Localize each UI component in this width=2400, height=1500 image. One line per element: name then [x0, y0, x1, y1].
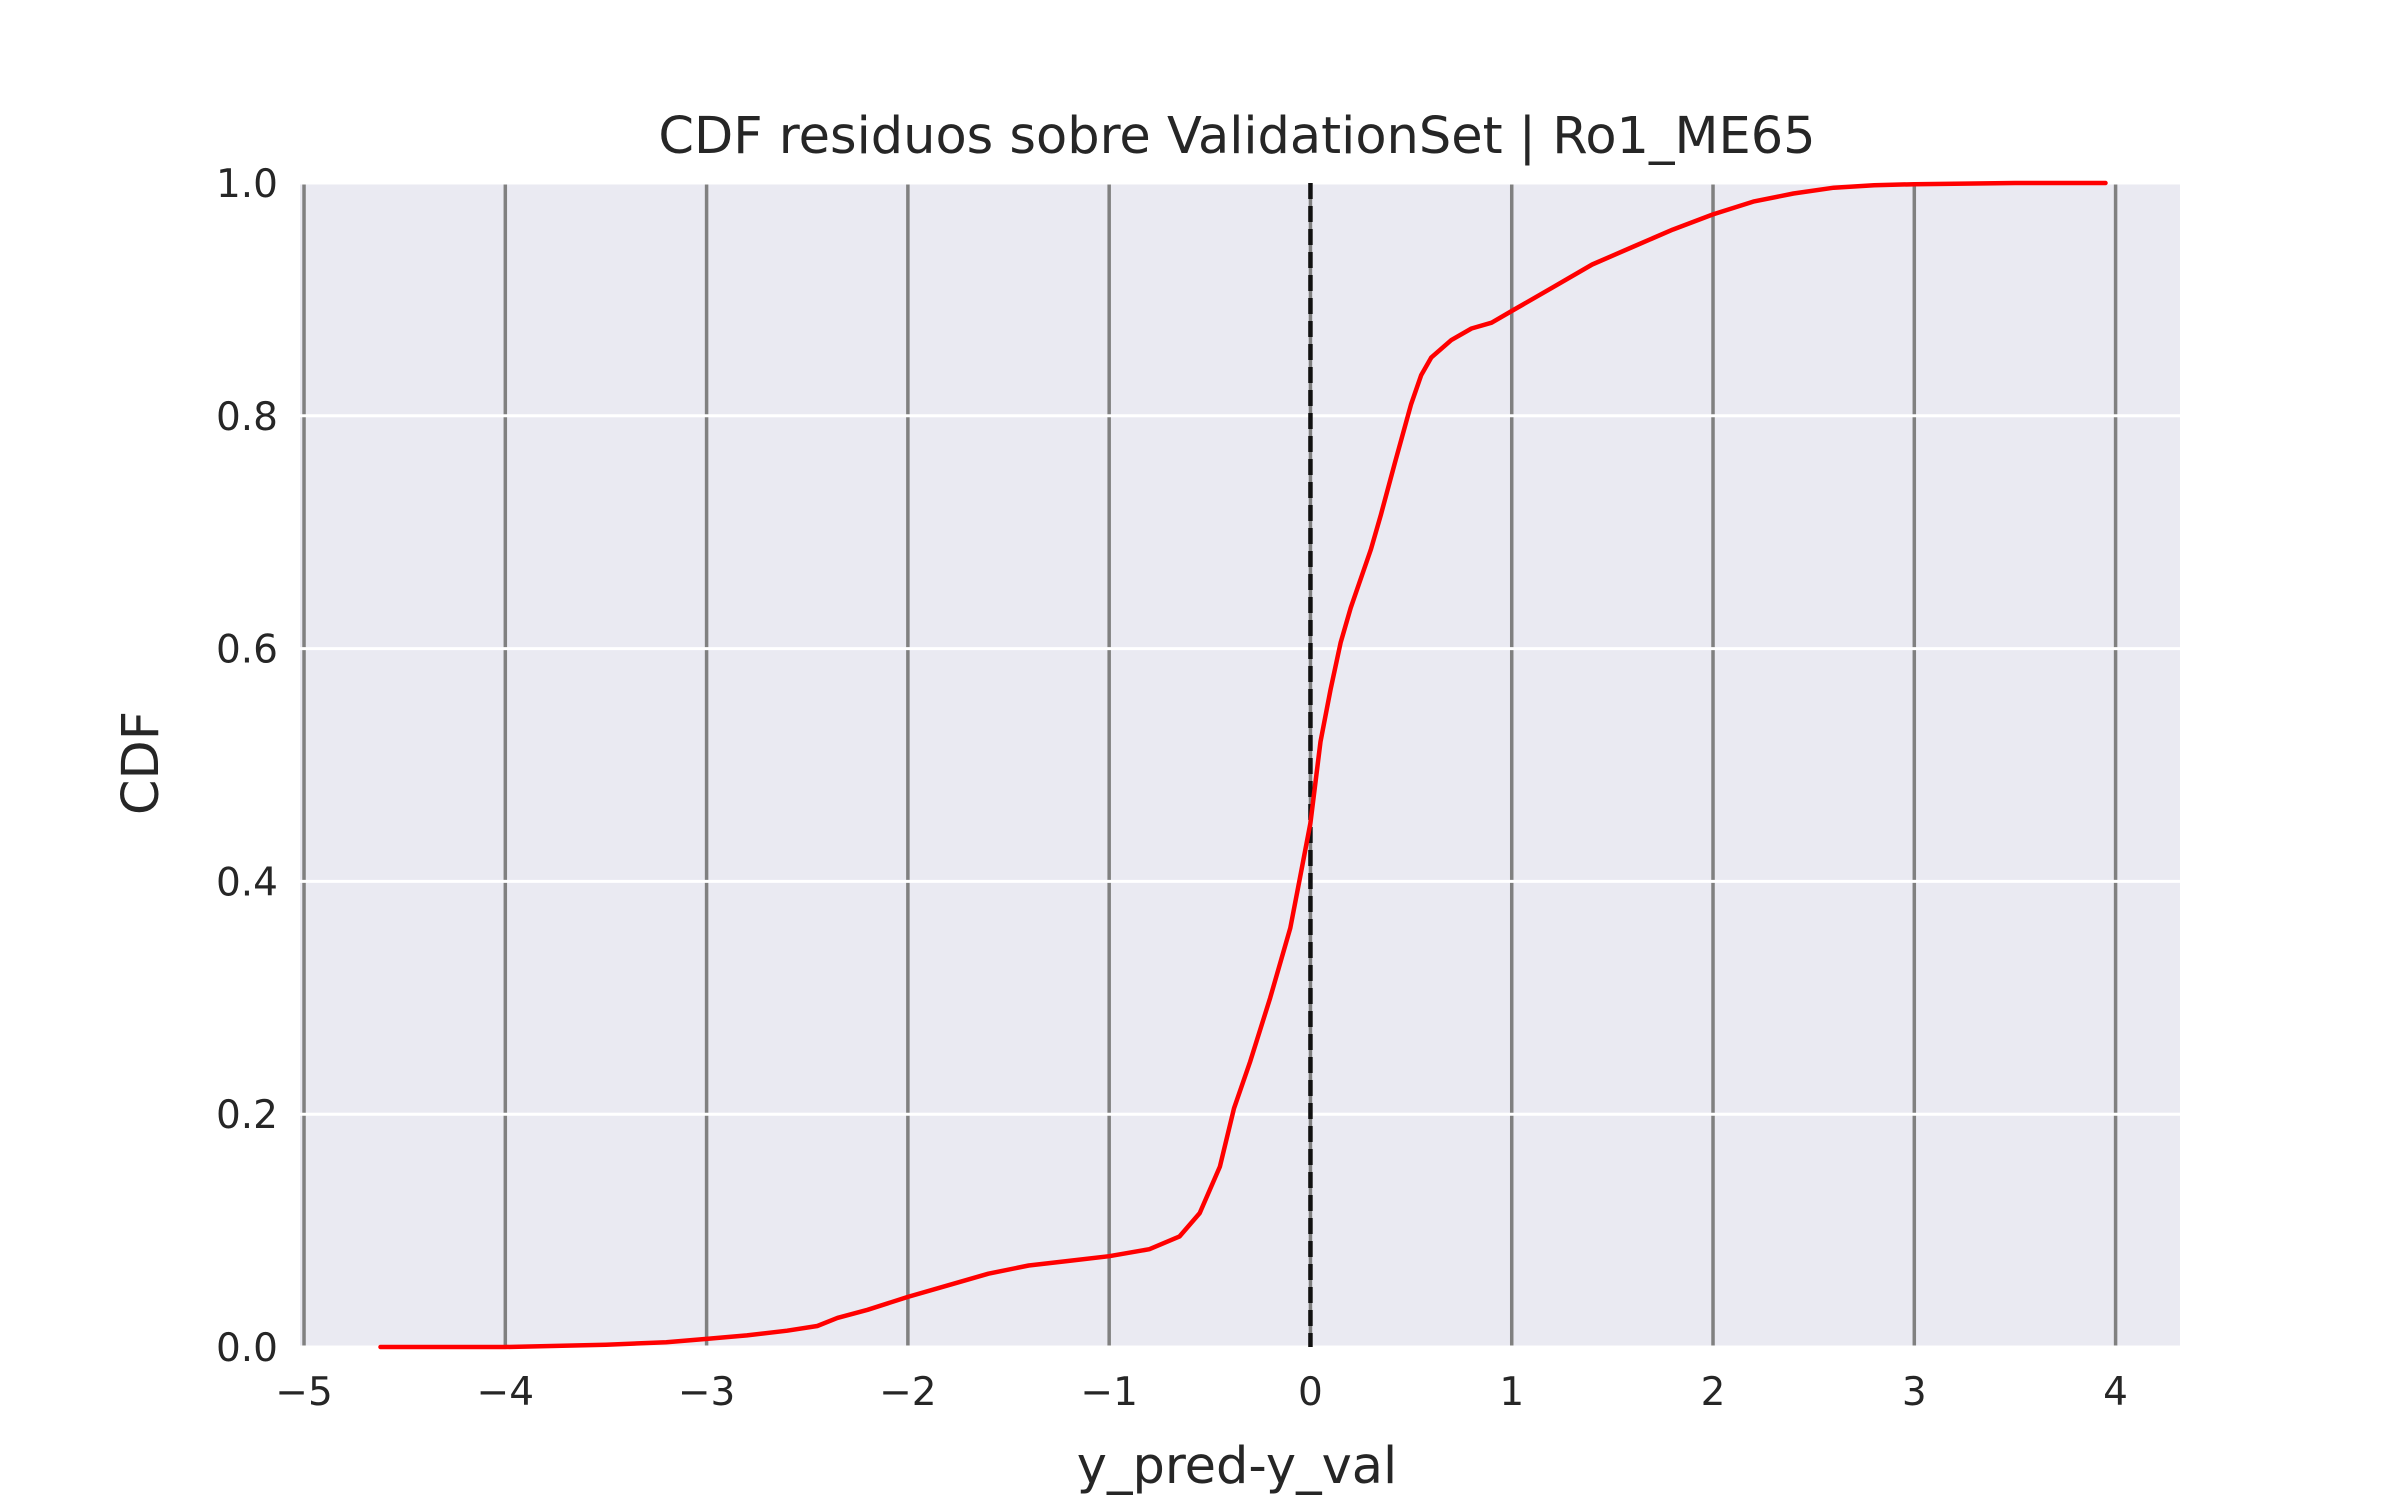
- x-tick-label: −4: [477, 1370, 535, 1415]
- y-tick-labels: 0.0 0.2 0.4 0.6 0.8 1.0: [216, 162, 278, 1371]
- x-tick-label: 0: [1298, 1370, 1323, 1415]
- x-tick-label: 2: [1701, 1370, 1726, 1415]
- series-group: [378, 180, 2108, 1350]
- y-tick-label: 0.0: [216, 1326, 278, 1371]
- cdf-series-line: [378, 180, 2108, 1350]
- x-tick-label: −5: [275, 1370, 333, 1415]
- chart-title: CDF residuos sobre ValidationSet | Ro1_M…: [658, 107, 1815, 166]
- y-axis-label: CDF: [112, 711, 171, 815]
- y-gridlines: [300, 181, 2180, 1349]
- y-tick-label: 0.4: [216, 860, 278, 905]
- y-tick-label: 0.8: [216, 395, 278, 440]
- y-tick-label: 0.2: [216, 1093, 278, 1138]
- plot-area: [300, 183, 2180, 1347]
- x-tick-label: 3: [1902, 1370, 1927, 1415]
- y-tick-label: 0.6: [216, 628, 278, 673]
- x-tick-label: −1: [1080, 1370, 1138, 1415]
- x-tick-label: −2: [879, 1370, 937, 1415]
- x-axis-label: y_pred-y_val: [1077, 1437, 1397, 1496]
- x-tick-label: −3: [678, 1370, 736, 1415]
- x-tick-label: 4: [2103, 1370, 2128, 1415]
- y-tick-label: 1.0: [216, 162, 278, 207]
- x-tick-label: 1: [1499, 1370, 1524, 1415]
- x-tick-labels: −5 −4 −3 −2 −1 0 1 2 3 4: [275, 1370, 2128, 1415]
